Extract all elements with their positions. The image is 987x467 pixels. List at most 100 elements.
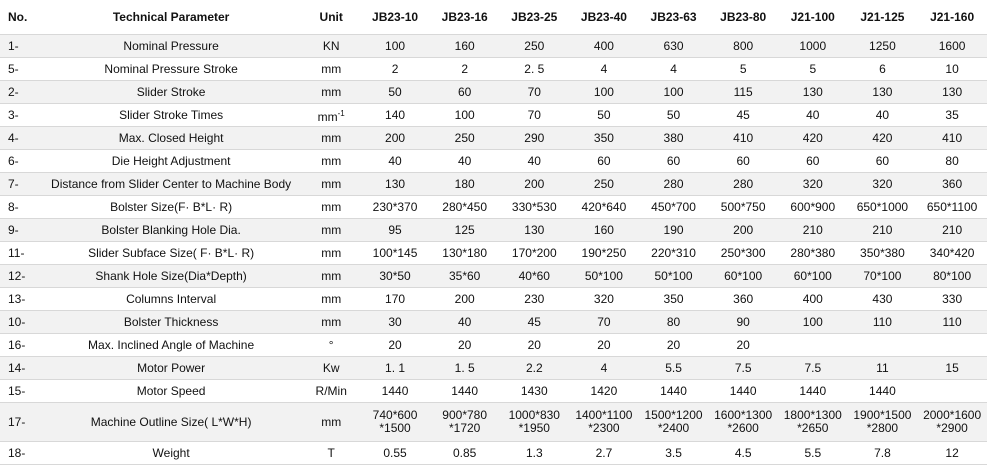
header-cell: J21-125 (847, 0, 918, 35)
table-row: 14- Motor Power Kw 1. 1 1. 5 2.2 4 5.5 7.5 7.5 11 1… (0, 356, 987, 380)
header-cell: JB23-40 (569, 0, 639, 35)
value-cell: 340*420 (917, 241, 987, 265)
parameter-name: Weight (40, 441, 303, 465)
value-line: 1800*1300 (783, 408, 842, 422)
parameter-name: Bolster Thickness (40, 310, 303, 334)
value-cell: 320 (569, 287, 639, 311)
value-cell: 4 (569, 57, 639, 81)
value-cell: 35 (917, 103, 987, 127)
value-line: 1400*1100 (575, 408, 633, 422)
value-cell: 170*200 (499, 241, 570, 265)
value-cell: 600*900 (777, 195, 848, 219)
value-cell: 2.7 (569, 441, 639, 465)
table-row: 11- Slider Subface Size( F· B*L· R) mm 100*… (0, 241, 987, 265)
value-cell: 7.8 (847, 441, 918, 465)
parameter-name: Columns Interval (40, 287, 303, 311)
parameter-name: Motor Power (40, 356, 303, 380)
value-cell: 1000 (777, 34, 848, 58)
parameter-name: Slider Stroke (40, 80, 303, 104)
value-cell: 250 (429, 126, 500, 150)
value-cell: 1420 (569, 379, 639, 403)
row-number: 16- (0, 333, 41, 357)
table-row: 10- Bolster Thickness mm 30 40 45 70 80 90 100 110… (0, 310, 987, 334)
value-cell: 1440 (360, 379, 430, 403)
value-line: 2000*1600 (923, 408, 982, 422)
unit: ° (302, 333, 361, 357)
unit: mm (302, 310, 361, 334)
value-cell: 125 (429, 218, 500, 242)
parameter-name: Nominal Pressure Stroke (40, 57, 303, 81)
table-header: No. Technical Parameter Unit JB23-10 JB23-16… (0, 0, 987, 35)
value-cell: 180 (429, 172, 500, 196)
header-cell: JB23-16 (429, 0, 500, 35)
value-cell: 40 (429, 310, 500, 334)
table-row: 12- Shank Hole Size(Dia*Depth) mm 30*50 35*6… (0, 264, 987, 288)
value-cell: 650*1100 (917, 195, 987, 219)
row-number: 18- (0, 441, 41, 465)
table-row: 15- Motor Speed R/Min 1440 1440 1430 1420 1440 1… (0, 379, 987, 403)
value-cell: 10 (917, 57, 987, 81)
header-cell: JB23-80 (708, 0, 778, 35)
table-row: 2- Slider Stroke mm 50 60 70 100 100 115 130 130 13… (0, 80, 987, 104)
value-cell: 190 (638, 218, 709, 242)
value-cell: 1430 (499, 379, 570, 403)
value-cell: 420 (847, 126, 918, 150)
value-cell: 250*300 (708, 241, 778, 265)
value-cell: 230 (499, 287, 570, 311)
value-cell: 2 (360, 57, 430, 81)
value-cell: 40 (847, 103, 918, 127)
unit: T (302, 441, 361, 465)
unit: mm (302, 195, 361, 219)
parameter-name: Shank Hole Size(Dia*Depth) (40, 264, 303, 288)
value-cell: 4.5 (708, 441, 778, 465)
value-cell: 1900*1500 *2800 (847, 402, 918, 442)
value-cell: 190*250 (569, 241, 639, 265)
value-cell: 1. 5 (429, 356, 500, 380)
unit: KN (302, 34, 361, 58)
parameter-name: Bolster Blanking Hole Dia. (40, 218, 303, 242)
value-cell: 330*530 (499, 195, 570, 219)
value-line: *1500 (379, 421, 411, 435)
unit: mm (302, 80, 361, 104)
value-cell: 100 (638, 80, 709, 104)
value-cell: 11 (847, 356, 918, 380)
value-cell: 1000*830 *1950 (499, 402, 570, 442)
value-cell: 80 (638, 310, 709, 334)
parameter-name: Nominal Pressure (40, 34, 303, 58)
value-cell: 320 (777, 172, 848, 196)
value-cell: 2.2 (499, 356, 570, 380)
unit: Kw (302, 356, 361, 380)
value-cell: 800 (708, 34, 778, 58)
value-cell: 50 (569, 103, 639, 127)
value-cell: 1440 (638, 379, 709, 403)
value-cell: 200 (499, 172, 570, 196)
value-line: *2400 (657, 421, 690, 435)
value-line: 1500*1200 (644, 408, 703, 422)
value-cell: 6 (847, 57, 918, 81)
header-cell: JB23-25 (499, 0, 570, 35)
value-cell (847, 333, 918, 357)
value-cell: 400 (569, 34, 639, 58)
row-number: 12- (0, 264, 41, 288)
parameter-name: Bolster Size(F· B*L· R) (40, 195, 303, 219)
value-cell: 35*60 (429, 264, 500, 288)
value-cell: 200 (708, 218, 778, 242)
row-number: 8- (0, 195, 41, 219)
header-cell: JB23-10 (360, 0, 430, 35)
value-cell: 1440 (429, 379, 500, 403)
value-cell: 60 (429, 80, 500, 104)
value-cell: 100 (777, 310, 848, 334)
value-cell: 30*50 (360, 264, 430, 288)
unit: mm (302, 126, 361, 150)
value-line: *1950 (518, 421, 550, 435)
value-cell: 320 (847, 172, 918, 196)
value-cell: 40 (499, 149, 570, 173)
value-cell: 40 (429, 149, 500, 173)
value-cell: 410 (708, 126, 778, 150)
value-cell: 1.3 (499, 441, 570, 465)
value-cell: 60 (777, 149, 848, 173)
parameter-name: Max. Closed Height (40, 126, 303, 150)
table-row: 13- Columns Interval mm 170 200 230 320 350 360 4… (0, 287, 987, 311)
table-row: 18- Weight T 0.55 0.85 1.3 2.7 3.5 4.5 5.5 7.8 12 (0, 441, 987, 465)
